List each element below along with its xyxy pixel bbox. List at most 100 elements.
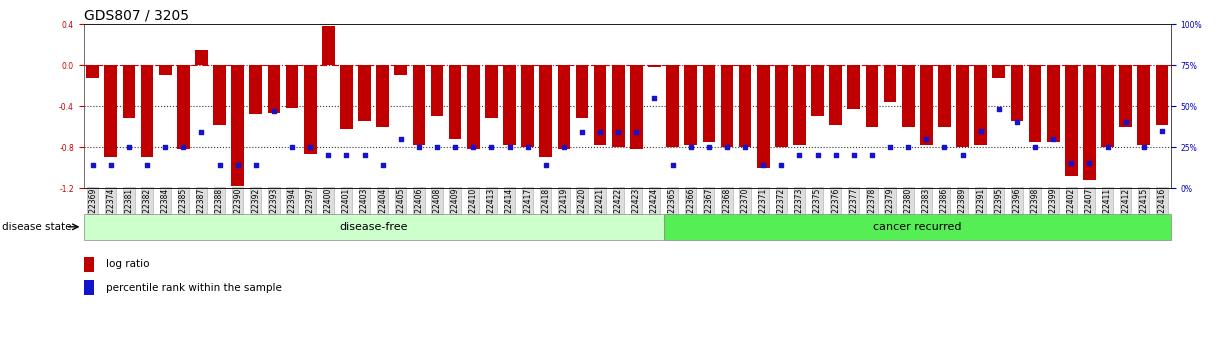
Bar [920,65,932,145]
Bar [663,214,1171,240]
Point [554,144,573,150]
Point [282,144,301,150]
Bar [250,65,262,114]
Bar [576,65,588,118]
Bar [84,214,663,240]
Point [844,152,863,158]
Bar [339,65,353,129]
Bar [684,65,697,145]
Point [1153,128,1172,134]
Point [101,162,121,168]
Point [717,144,737,150]
Bar [557,65,571,149]
Point [699,144,718,150]
Point [246,162,266,168]
Point [1061,161,1081,166]
Point [209,162,229,168]
Bar [412,65,426,145]
Bar [812,65,824,116]
Bar [123,65,135,118]
Point [155,144,175,150]
Bar [902,65,915,127]
Point [771,162,791,168]
Text: percentile rank within the sample: percentile rank within the sample [106,283,282,293]
Bar [1065,65,1077,176]
Point [1097,144,1117,150]
Bar [503,65,515,145]
Bar [611,65,625,147]
Bar [105,65,117,157]
Point [753,162,774,168]
Bar [775,65,787,147]
Bar [159,65,171,75]
Point [192,129,212,135]
Point [373,162,392,168]
Point [970,128,990,134]
Bar [540,65,552,157]
Bar [522,65,534,147]
Bar [1084,65,1096,180]
Bar [395,65,407,75]
Point [445,144,465,150]
Text: log ratio: log ratio [106,259,149,269]
Bar [1028,65,1042,142]
Point [319,152,338,158]
Point [825,152,845,158]
Bar [376,65,389,127]
Bar [847,65,860,109]
Bar [467,65,480,149]
Bar [866,65,878,127]
Bar [84,257,93,272]
Bar [485,65,498,118]
Bar [140,65,154,157]
Bar [231,65,244,186]
Point [518,144,538,150]
Bar [285,65,299,108]
Point [862,152,882,158]
Point [300,144,320,150]
Point [264,108,284,114]
Point [1116,120,1135,125]
Bar [1047,65,1059,142]
Bar [1011,65,1023,121]
Point [626,129,646,135]
Bar [1155,65,1168,125]
Bar [667,65,679,147]
Bar [449,65,461,139]
Point [391,136,411,142]
Bar [430,65,443,116]
Point [499,144,519,150]
Text: GDS807 / 3205: GDS807 / 3205 [84,9,188,23]
Point [1007,120,1027,125]
Point [1026,144,1046,150]
Bar [793,65,806,145]
Point [119,144,139,150]
Bar [1138,65,1150,145]
Point [953,152,973,158]
Point [1080,161,1100,166]
Text: cancer recurred: cancer recurred [873,222,962,232]
Bar [213,65,226,125]
Point [590,129,610,135]
Bar [594,65,606,145]
Point [736,144,755,150]
Bar [648,65,661,67]
Point [1043,136,1063,142]
Point [663,162,683,168]
Point [536,162,556,168]
Bar [1119,65,1132,127]
Point [881,144,900,150]
Point [609,129,629,135]
Point [935,144,954,150]
Point [916,136,936,142]
Bar [322,26,335,65]
Point [481,144,502,150]
Bar [86,65,100,78]
Point [1134,144,1154,150]
Point [645,95,664,101]
Point [228,162,247,168]
Bar [974,65,986,145]
Point [681,144,701,150]
Bar [956,65,969,147]
Bar [829,65,843,125]
